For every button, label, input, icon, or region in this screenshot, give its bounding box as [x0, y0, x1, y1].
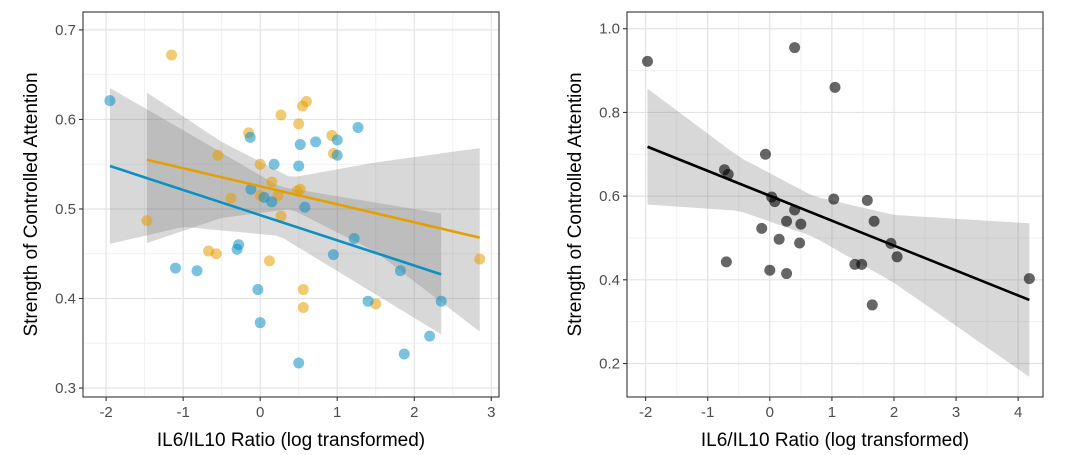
data-point — [225, 192, 237, 204]
data-point — [266, 176, 278, 188]
data-point — [828, 193, 840, 205]
data-point — [764, 264, 776, 276]
data-point — [829, 81, 841, 93]
data-point — [275, 109, 287, 121]
x-tick-label: 1 — [333, 404, 341, 421]
x-tick-label: -1 — [176, 404, 189, 421]
data-point — [297, 284, 309, 296]
y-tick-label: 0.4 — [55, 291, 76, 308]
confidence-band — [109, 88, 442, 335]
x-tick-label: -1 — [701, 404, 714, 421]
regression-line — [109, 164, 442, 276]
regression-line — [146, 158, 481, 239]
panel-border — [82, 11, 500, 398]
data-point — [141, 215, 153, 227]
data-point — [773, 233, 785, 245]
data-point — [252, 284, 264, 296]
x-tick-label: -2 — [639, 404, 652, 421]
data-point — [231, 243, 243, 255]
data-point — [212, 149, 224, 161]
data-point — [641, 55, 653, 67]
data-point — [268, 158, 280, 170]
data-point — [861, 194, 873, 206]
data-point — [1023, 273, 1035, 285]
data-point — [300, 96, 312, 108]
y-tick-label: 0.6 — [55, 111, 76, 128]
data-point — [398, 348, 410, 360]
data-point — [210, 248, 222, 260]
data-point — [299, 201, 311, 213]
data-point — [362, 295, 374, 307]
data-point — [781, 215, 793, 227]
data-point — [263, 255, 275, 267]
data-point — [297, 301, 309, 313]
y-tick-label: 0.6 — [599, 188, 620, 205]
data-point — [759, 148, 771, 160]
data-point — [244, 131, 256, 143]
y-axis-title: Strength of Controlled Attention — [21, 72, 42, 336]
data-point — [756, 222, 768, 234]
data-point — [293, 160, 305, 172]
regression-line — [647, 145, 1030, 302]
x-axis-title: IL6/IL10 Ratio (log transformed) — [701, 430, 969, 451]
data-point — [331, 149, 343, 161]
data-point — [352, 122, 364, 133]
data-point — [795, 218, 807, 230]
data-point — [293, 118, 305, 130]
data-point — [327, 249, 339, 261]
y-tick-label: 0.8 — [599, 104, 620, 121]
x-axis-title: IL6/IL10 Ratio (log transformed) — [157, 430, 425, 451]
data-point — [866, 299, 878, 311]
data-point — [254, 317, 266, 329]
x-tick-label: 2 — [410, 404, 418, 421]
left-panel: -2 -1 0 1 2 3 0.3 0.4 0.5 0.6 0.7 IL6/IL10 Ratio (l… — [21, 11, 500, 451]
y-tick-label: 0.3 — [55, 380, 76, 397]
confidence-band — [647, 88, 1030, 377]
x-tick-label: 0 — [766, 404, 774, 421]
y-axis-title: Strength of Controlled Attention — [565, 72, 586, 336]
y-tick-label: 0.4 — [599, 272, 620, 289]
data-point — [310, 136, 322, 148]
data-point — [394, 265, 406, 277]
data-point — [856, 258, 868, 270]
x-tick-label: -2 — [99, 404, 112, 421]
x-tick-label: 0 — [256, 404, 264, 421]
data-point — [266, 196, 278, 208]
panel-border — [626, 11, 1044, 398]
data-point — [169, 262, 181, 274]
x-tick-label: 3 — [952, 404, 960, 421]
data-point — [166, 49, 178, 61]
y-tick-label: 1.0 — [599, 21, 620, 38]
data-point — [868, 215, 880, 227]
confidence-band — [146, 92, 480, 332]
data-point — [191, 265, 203, 277]
data-point — [104, 95, 116, 107]
data-point — [435, 295, 447, 307]
data-point — [331, 134, 343, 146]
data-point — [789, 42, 801, 54]
x-tick-label: 3 — [487, 404, 495, 421]
data-point — [794, 237, 806, 249]
data-point — [254, 158, 266, 170]
y-tick-label: 0.2 — [599, 356, 620, 373]
data-point — [891, 251, 903, 263]
right-panel: -2 -1 0 1 2 3 4 0.2 0.4 0.6 0.8 1.0 IL6/IL10 Ratio (… — [565, 11, 1044, 451]
y-tick-label: 0.7 — [55, 22, 76, 39]
data-point — [424, 330, 436, 342]
x-tick-label: 1 — [828, 404, 836, 421]
x-tick-label: 4 — [1014, 404, 1022, 421]
plot-background — [627, 12, 1043, 397]
data-point — [781, 268, 793, 280]
data-point — [720, 256, 732, 268]
y-tick-label: 0.5 — [55, 201, 76, 218]
data-point — [294, 139, 306, 151]
data-point — [293, 357, 305, 369]
data-point — [348, 233, 360, 245]
x-tick-label: 2 — [890, 404, 898, 421]
data-point — [294, 183, 306, 195]
data-point — [245, 183, 257, 195]
data-point — [275, 210, 287, 222]
data-point — [474, 253, 486, 265]
